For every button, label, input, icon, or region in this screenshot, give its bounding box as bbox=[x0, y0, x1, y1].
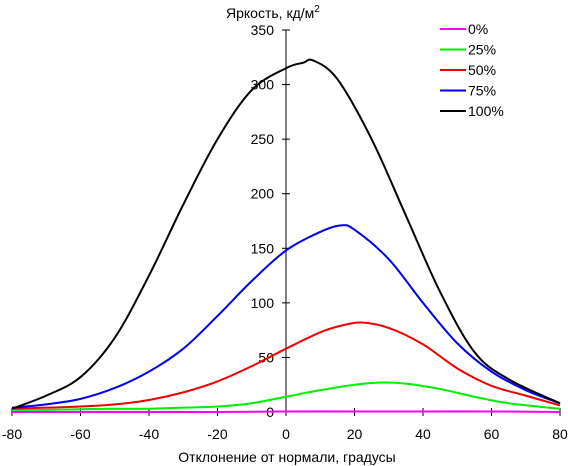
legend-label: 75% bbox=[468, 83, 496, 99]
x-tick-label: 20 bbox=[347, 426, 363, 442]
x-tick-label: 60 bbox=[484, 426, 500, 442]
y-tick-label: 150 bbox=[251, 240, 275, 256]
series-line-0pct bbox=[12, 410, 561, 414]
x-axis-label: Отклонение от нормали, градусы bbox=[178, 449, 395, 465]
legend-label: 0% bbox=[468, 21, 488, 37]
y-tick-label: 200 bbox=[251, 186, 275, 202]
legend-label: 50% bbox=[468, 62, 496, 78]
series-layer bbox=[11, 58, 561, 414]
series-line-100pct bbox=[11, 58, 561, 410]
y-tick-label: 50 bbox=[258, 349, 274, 365]
legend-label: 100% bbox=[468, 103, 504, 119]
y-tick-label: 350 bbox=[251, 22, 275, 38]
x-tick-label: 80 bbox=[552, 426, 568, 442]
legend: 0% 25% 50% 75% 100% bbox=[440, 21, 504, 119]
series-line-25pct bbox=[11, 381, 561, 411]
y-tick-label: 250 bbox=[251, 131, 275, 147]
y-tick-label: 300 bbox=[251, 77, 275, 93]
y-axis-label: Яркость, кд/м2 bbox=[226, 4, 320, 21]
x-tick-label: -80 bbox=[2, 426, 22, 442]
x-tick-label: -60 bbox=[70, 426, 90, 442]
x-tick-label: 0 bbox=[282, 426, 290, 442]
x-tick-label: -40 bbox=[139, 426, 159, 442]
series-line-50pct bbox=[11, 321, 561, 410]
axes: -80 -60 -40 -20 0 20 40 60 800501001502002503003… bbox=[2, 22, 568, 442]
x-tick-label: 40 bbox=[415, 426, 431, 442]
y-tick-label: 100 bbox=[251, 295, 275, 311]
series-line-75pct bbox=[11, 224, 561, 409]
legend-label: 25% bbox=[468, 42, 496, 58]
x-tick-label: -20 bbox=[207, 426, 227, 442]
